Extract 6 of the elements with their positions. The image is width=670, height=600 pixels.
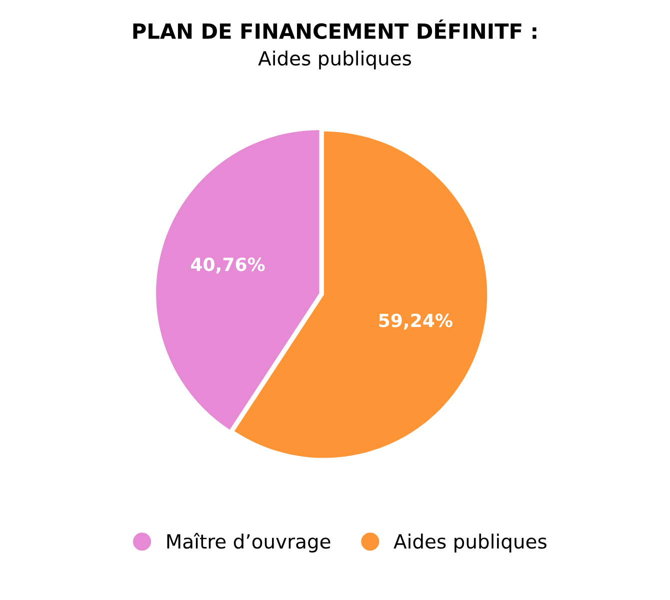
legend-label: Maître d’ouvrage — [167, 532, 330, 552]
data-label: 59,24% — [379, 314, 452, 330]
data-label: 40,76% — [190, 258, 265, 274]
legend-label: Aides publiques — [394, 534, 546, 552]
chart-title: PLAN DE FINANCEMENT DÉFINITF : — [133, 19, 536, 40]
chart-subtitle: Aides publiques — [258, 50, 411, 70]
